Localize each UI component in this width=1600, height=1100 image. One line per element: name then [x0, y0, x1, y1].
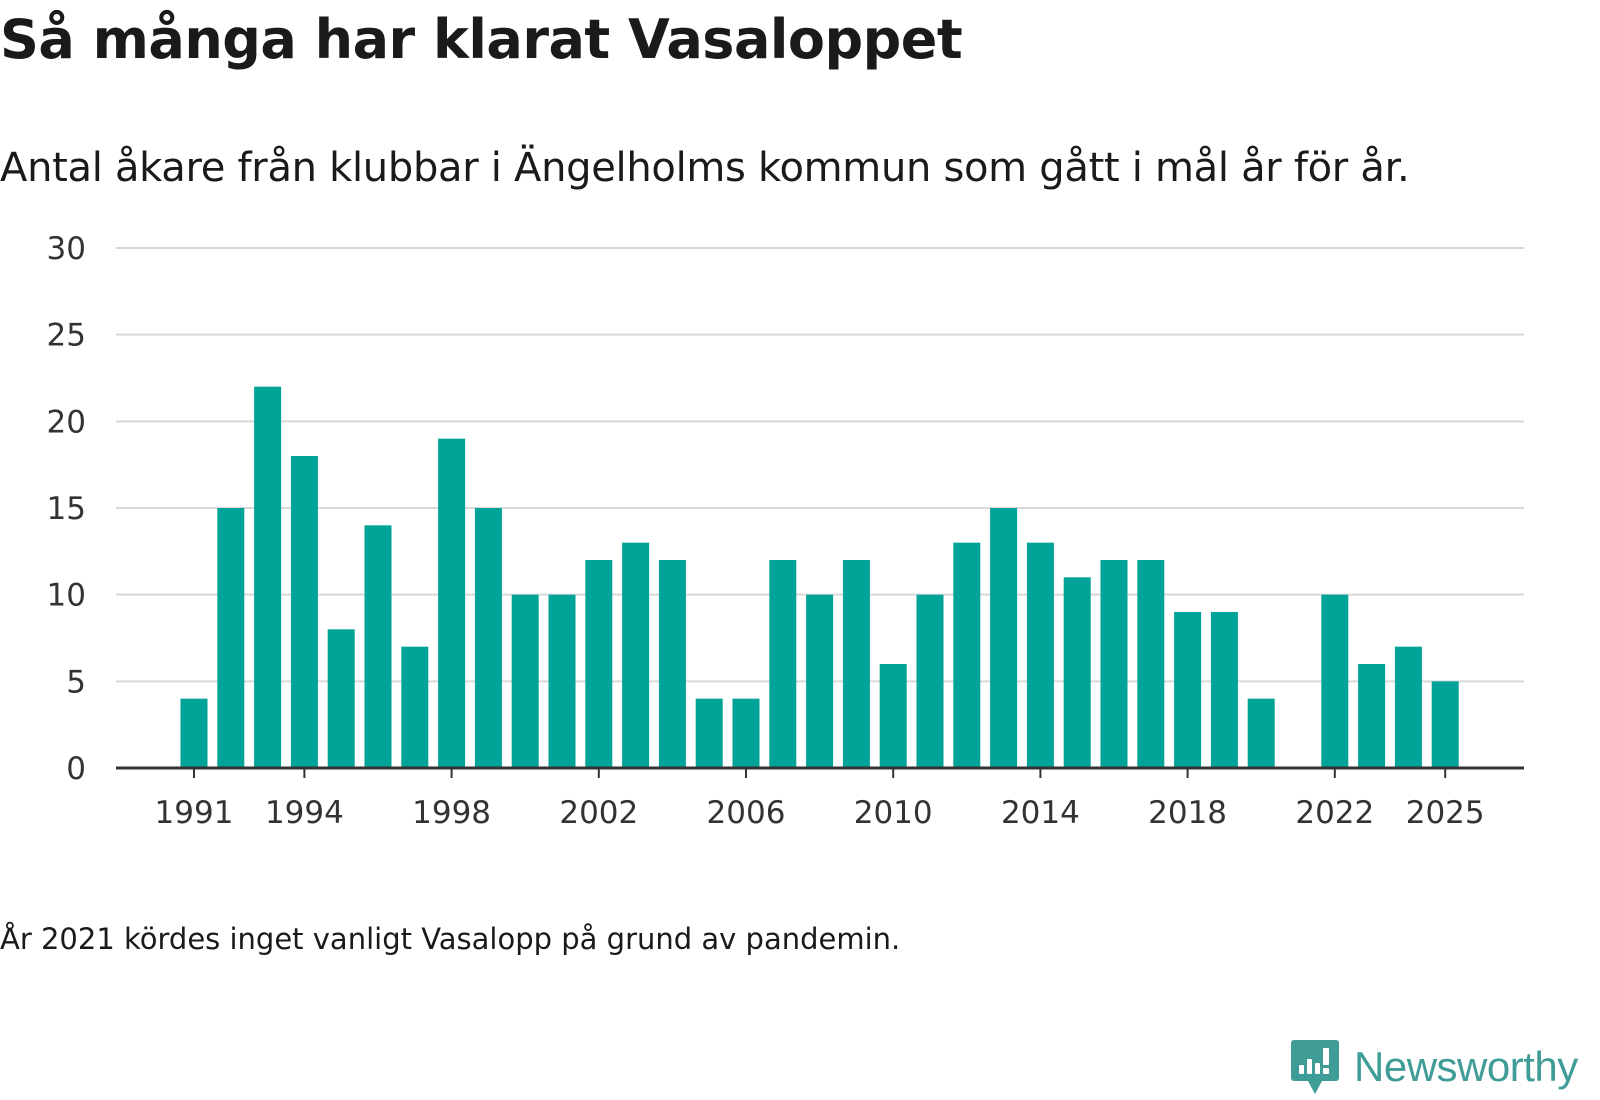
bar-2018[interactable] [1174, 612, 1202, 768]
bar-2004[interactable] [658, 560, 686, 768]
bar-2010[interactable] [879, 664, 907, 768]
bar-2000[interactable] [511, 594, 539, 768]
x-tick-label: 2006 [707, 795, 786, 831]
newsworthy-brand[interactable]: Newsworthy [1290, 1038, 1578, 1096]
bar-2001[interactable] [548, 594, 576, 768]
x-tick-label: 1994 [265, 795, 344, 831]
bar-2019[interactable] [1210, 612, 1238, 768]
y-tick-label: 10 [47, 578, 86, 614]
bar-1992[interactable] [217, 508, 245, 768]
bar-2022[interactable] [1321, 594, 1349, 768]
x-tick-label: 2014 [1001, 795, 1080, 831]
x-tick-label: 1991 [155, 795, 234, 831]
y-axis-ticks: 0 5 10 15 20 25 30 [47, 231, 86, 787]
bar-1994[interactable] [290, 456, 318, 768]
bar-1998[interactable] [438, 438, 466, 768]
brand-name: Newsworthy [1354, 1043, 1578, 1090]
bar-1996[interactable] [364, 525, 392, 768]
bar-2016[interactable] [1100, 560, 1128, 768]
chart-title: Så många har klarat Vasaloppet [0, 8, 963, 71]
footnote: År 2021 kördes inget vanligt Vasalopp på… [0, 922, 901, 956]
chart-subtitle: Antal åkare från klubbar i Ängelholms ko… [0, 145, 1410, 191]
bar-2008[interactable] [806, 594, 834, 768]
y-tick-label: 20 [47, 404, 86, 440]
bar-1991[interactable] [180, 698, 208, 768]
bar-1993[interactable] [254, 386, 282, 768]
x-tick-label: 2022 [1295, 795, 1374, 831]
y-tick-label: 0 [66, 751, 86, 787]
bar-2012[interactable] [953, 542, 981, 768]
y-tick-label: 30 [47, 231, 86, 267]
bar-2025[interactable] [1431, 681, 1459, 768]
bar-2002[interactable] [585, 560, 613, 768]
bar-2024[interactable] [1394, 646, 1422, 768]
bar-2013[interactable] [990, 508, 1018, 768]
bar-1995[interactable] [327, 629, 355, 768]
bar-1997[interactable] [401, 646, 429, 768]
bar-2007[interactable] [769, 560, 797, 768]
bar-2011[interactable] [916, 594, 944, 768]
y-tick-label: 5 [66, 664, 86, 700]
bar-2020[interactable] [1247, 698, 1275, 768]
bar-2006[interactable] [732, 698, 760, 768]
x-tick-label: 2010 [854, 795, 933, 831]
bar-2009[interactable] [842, 560, 870, 768]
x-tick-label: 2025 [1406, 795, 1485, 831]
x-tick-label: 2002 [559, 795, 638, 831]
y-tick-label: 15 [47, 491, 86, 527]
grid-lines [116, 247, 1524, 683]
x-axis-ticks: 1991 1994 1998 2002 2006 2010 2014 2018 2022 2025 [155, 768, 1485, 831]
y-tick-label: 25 [47, 318, 86, 354]
bar-2017[interactable] [1137, 560, 1165, 768]
newsworthy-logo-icon [1291, 1040, 1339, 1094]
bar-2014[interactable] [1026, 542, 1054, 768]
bar-2003[interactable] [622, 542, 650, 768]
bar-2015[interactable] [1063, 577, 1091, 768]
bar-1999[interactable] [474, 508, 502, 768]
bars [180, 386, 1459, 768]
bar-2005[interactable] [695, 698, 723, 768]
x-tick-label: 1998 [412, 795, 491, 831]
bar-2023[interactable] [1358, 664, 1386, 768]
x-tick-label: 2018 [1148, 795, 1227, 831]
